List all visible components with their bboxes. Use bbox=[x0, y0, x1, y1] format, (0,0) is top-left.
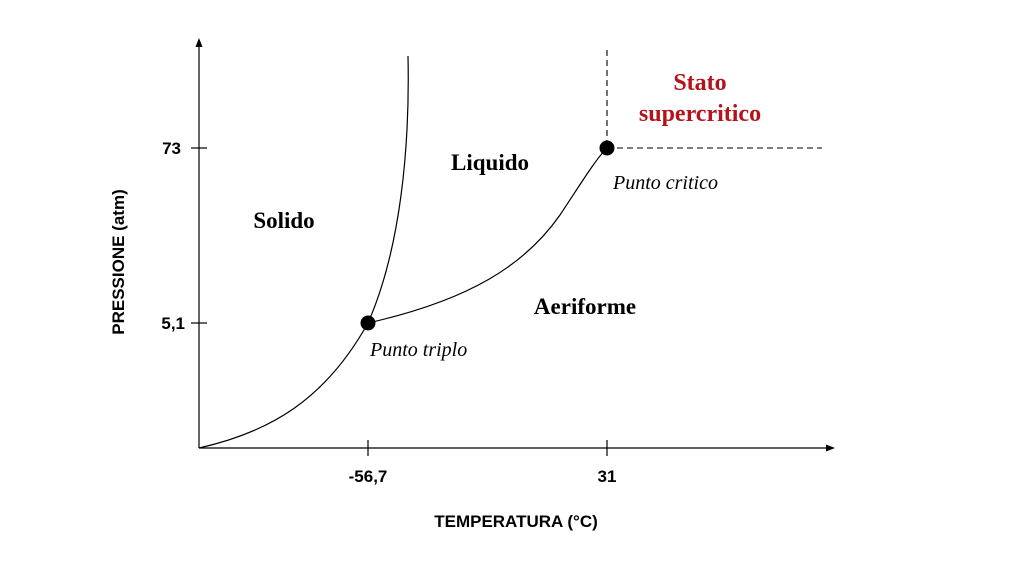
fusion-curve bbox=[367, 55, 409, 324]
x-tick-label-critical: 31 bbox=[598, 467, 617, 486]
solid-region-label: Solido bbox=[253, 208, 314, 233]
triple-point-marker bbox=[360, 315, 376, 331]
gas-region-label: Aeriforme bbox=[534, 294, 636, 319]
y-tick-label-73: 73 bbox=[162, 139, 181, 158]
y-axis-title: PRESSIONE (atm) bbox=[109, 189, 128, 334]
x-axis-title: TEMPERATURA (°C) bbox=[434, 512, 598, 531]
critical-point-label: Punto critico bbox=[612, 172, 718, 194]
x-tick-label-triple: -56,7 bbox=[349, 467, 388, 486]
triple-point-label: Punto triplo bbox=[369, 339, 467, 361]
sublimation-curve bbox=[198, 322, 369, 449]
y-tick-label-5-1: 5,1 bbox=[161, 314, 185, 333]
supercritical-label-line2: supercritico bbox=[639, 101, 761, 127]
critical-point-marker bbox=[599, 140, 615, 156]
y-axis-arrow-icon bbox=[195, 38, 203, 47]
liquid-region-label: Liquido bbox=[451, 150, 529, 175]
x-axis-arrow-icon bbox=[826, 444, 835, 452]
vaporization-curve bbox=[367, 147, 608, 324]
supercritical-label-line1: Stato bbox=[673, 70, 726, 96]
